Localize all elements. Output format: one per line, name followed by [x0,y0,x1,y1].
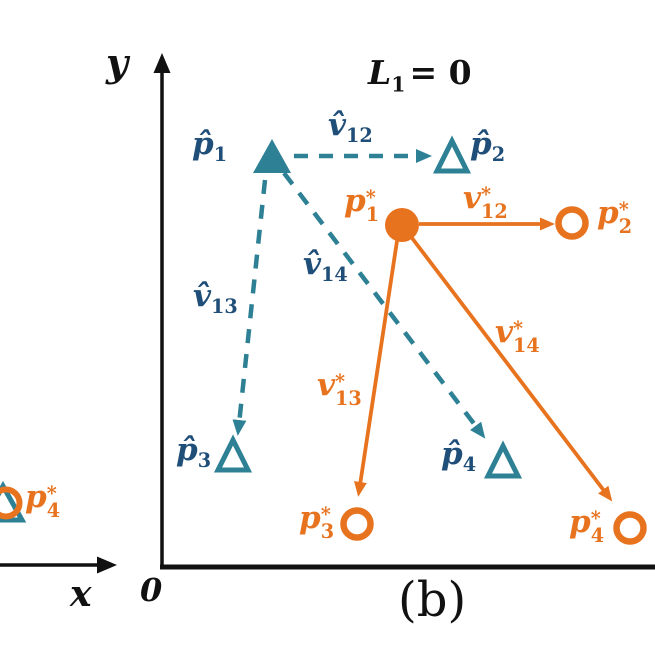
label-sub: 13 [335,386,362,410]
label-sub: 2 [491,143,506,167]
label-v12-star: v * 12 [463,180,508,222]
label-v14-hat: v̂14 [303,246,348,287]
label-stack: * 13 [335,370,362,410]
label-sub: 13 [211,295,238,319]
p1-star-circle-marker [385,208,419,242]
label-sup: * [590,507,601,531]
label-sup: * [335,370,346,394]
label-base: p [299,500,321,536]
title-base: L [368,53,392,92]
p2-hat-triangle-marker [432,135,472,174]
label-base: v [463,180,482,216]
label-p3-hat: p̂3 [176,432,212,473]
label-base: p [25,479,47,515]
label-sup: * [320,503,331,527]
subplot-a-p4-star-circle-marker [0,486,23,520]
label-v13-hat: v̂13 [193,278,238,319]
p2-star-circle-marker [555,206,589,240]
p3-star-circle-marker [340,507,374,541]
arrow-v14-hat [282,171,486,439]
label-sub: 4 [590,523,605,547]
label-stack: * 3 [320,503,335,543]
label-sup: * [365,186,376,210]
label-sub: 4 [462,453,477,477]
label-p1-star: p * 1 [344,183,379,225]
title-rest: = 0 [409,53,472,92]
label-sub: 14 [513,333,540,357]
label-sub: 4 [46,498,61,522]
label-base: v̂ [193,278,212,314]
figure-title: L1 = 0 [368,56,472,95]
label-sub: 2 [618,214,633,238]
label-p2-star: p * 2 [597,195,632,237]
p4-hat-triangle-marker [483,440,523,479]
label-base: p [569,504,591,540]
label-base: p̂ [192,126,214,162]
origin-label: 0 [140,571,163,609]
label-sup: * [481,183,492,207]
label-stack: * 2 [618,198,633,238]
label-stack: * 1 [365,186,380,226]
label-p4-star: p * 4 [569,504,604,546]
label-p1-hat: p̂1 [192,126,228,167]
label-stack: * 4 [590,507,605,547]
p4-star-circle-marker [613,511,647,545]
label-base: v [495,314,514,350]
label-base: p [597,195,619,231]
x-axis-label: x [70,573,92,615]
label-v14-star: v * 14 [495,314,540,356]
arrow-v13-star [354,240,399,497]
label-p4-hat: p̂4 [441,436,477,477]
label-base: p̂ [441,436,463,472]
label-sup: * [618,198,629,222]
label-base: v [317,367,336,403]
label-base: v̂ [303,246,322,282]
p1-hat-triangle-marker [253,139,291,173]
subplot-caption: (b) [398,572,467,628]
label-sup: * [513,317,524,341]
label-stack: * 14 [513,317,540,357]
label-base: p̂ [176,432,198,468]
label-sub: 3 [197,449,212,473]
label-p3-star: p * 3 [299,500,334,542]
label-stack: * 12 [481,183,508,223]
arrow-v13-hat [232,179,268,436]
label-sub: 12 [481,199,508,223]
y-axis-label: y [106,40,129,85]
label-sub: 12 [346,124,373,148]
label-p2-hat: p̂2 [470,126,506,167]
arrow-v14-star [410,236,613,502]
label-base: p̂ [470,126,492,162]
p3-hat-triangle-marker [213,434,253,473]
label-sub: 1 [213,143,228,167]
label-sup: * [46,482,57,506]
label-stack: * 4 [46,482,61,522]
label-subplot-a-p4-star: p * 4 [25,479,60,521]
label-v13-star: v * 13 [317,367,362,409]
label-sub: 1 [365,202,380,226]
label-v12-hat: v̂12 [328,107,373,148]
title-sub: 1 [391,72,406,97]
label-sub: 14 [321,263,348,287]
label-base: p [344,183,366,219]
label-base: v̂ [328,107,347,143]
label-sub: 3 [320,519,335,543]
